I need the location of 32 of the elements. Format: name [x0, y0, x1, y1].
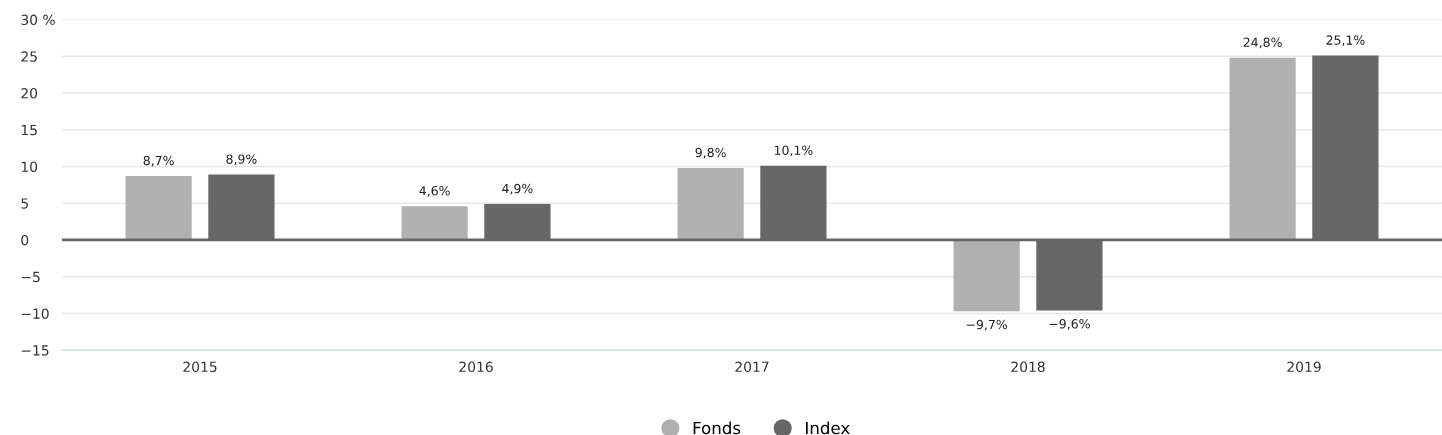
data-label: 24,8% [1243, 37, 1282, 49]
data-label: 8,9% [226, 154, 257, 166]
bar [953, 239, 1020, 312]
bar [401, 206, 468, 240]
bar [677, 167, 744, 240]
bar [1229, 57, 1296, 240]
data-label: 4,9% [502, 183, 533, 195]
data-label: 10,1% [774, 145, 813, 157]
data-label: 9,8% [695, 147, 726, 159]
data-label: 25,1% [1326, 35, 1365, 47]
legend-label: Index [806, 421, 850, 435]
y-tick-label: 5 [21, 198, 28, 209]
x-tick-label: 2016 [459, 361, 493, 373]
x-tick-label: 2015 [183, 361, 217, 373]
bar [125, 176, 192, 240]
y-tick-label: 30 % [21, 14, 55, 26]
y-tick-label: 0 [21, 234, 29, 246]
y-tick-label: 20 [21, 88, 38, 99]
data-label: −9,6% [1049, 319, 1090, 330]
data-label: −9,7% [966, 319, 1008, 331]
data-label: 4,6% [419, 185, 450, 197]
legend-label: Fonds [693, 421, 741, 435]
y-tick-label: 15 [21, 124, 37, 136]
y-tick-label: −15 [21, 345, 49, 356]
x-tick-label: 2018 [1011, 361, 1045, 373]
y-tick-label: 10 [21, 161, 38, 172]
y-tick-label: −5 [21, 271, 40, 283]
y-tick-label: 25 [21, 51, 37, 62]
data-label: 8,7% [143, 155, 174, 167]
x-tick-label: 2017 [735, 361, 769, 373]
x-tick-label: 2019 [1287, 361, 1321, 373]
y-tick-label: −10 [21, 308, 49, 319]
